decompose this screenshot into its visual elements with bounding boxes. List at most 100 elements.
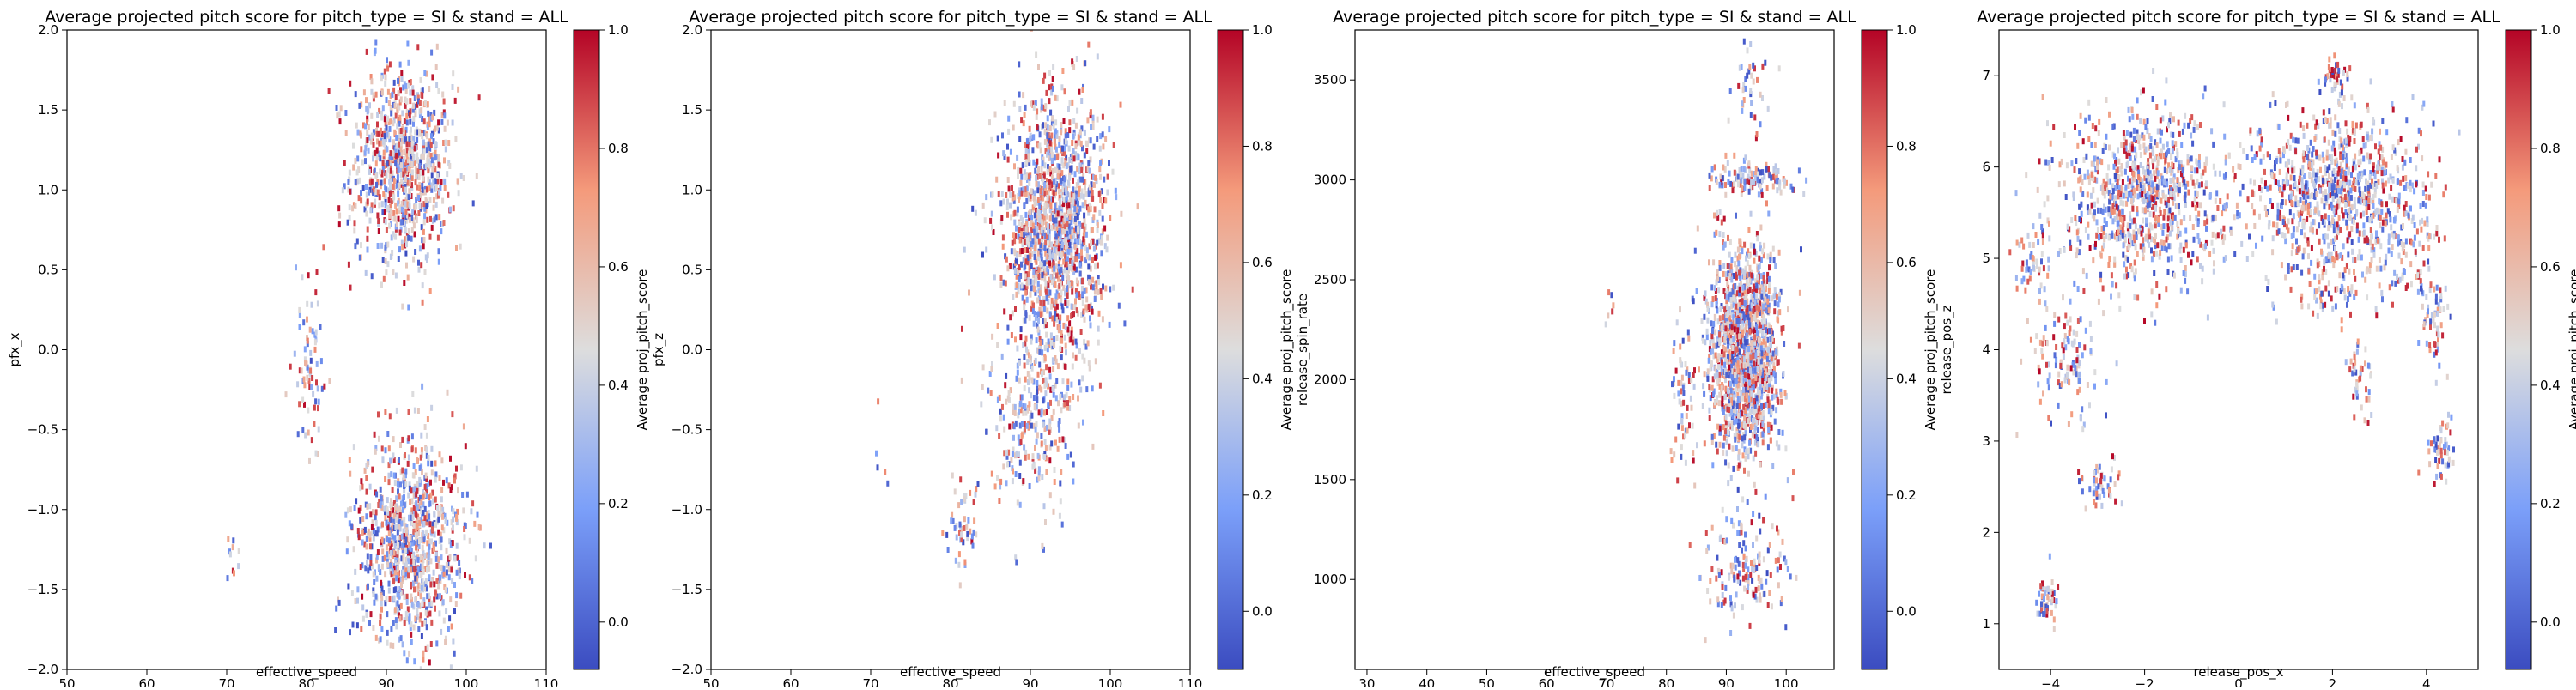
- heatmap-cell: [1059, 394, 1061, 400]
- heatmap-cell: [1055, 273, 1058, 279]
- heatmap-cell: [440, 487, 443, 493]
- heatmap-cell: [386, 551, 388, 557]
- heatmap-cell: [445, 146, 447, 152]
- heatmap-cell: [968, 290, 970, 296]
- heatmap-cell: [382, 160, 385, 166]
- heatmap-cell: [361, 160, 364, 166]
- heatmap-cell: [1712, 259, 1715, 265]
- heatmap-cell: [1708, 358, 1710, 364]
- heatmap-cell: [1040, 387, 1042, 393]
- heatmap-cell: [1033, 105, 1036, 111]
- heatmap-cell: [1717, 364, 1720, 370]
- heatmap-cell: [1047, 229, 1049, 235]
- heatmap-cell: [328, 88, 331, 94]
- heatmap-cell: [1059, 221, 1061, 227]
- heatmap-cell: [410, 535, 412, 541]
- heatmap-cell: [1060, 498, 1062, 504]
- heatmap-cell: [1710, 333, 1713, 339]
- heatmap-cell: [1716, 449, 1719, 455]
- heatmap-cell: [397, 600, 399, 606]
- heatmap-cell: [349, 81, 351, 87]
- heatmap-cell: [392, 151, 394, 157]
- x-tick-label: 70: [218, 676, 234, 687]
- heatmap-cell: [1023, 445, 1025, 451]
- heatmap-cell: [320, 358, 323, 364]
- heatmap-cell: [1067, 300, 1070, 306]
- heatmap-cell: [999, 282, 1002, 288]
- heatmap-cell: [410, 79, 412, 85]
- heatmap-cell: [1071, 100, 1073, 106]
- heatmap-cell: [359, 485, 361, 491]
- heatmap-cell: [406, 142, 409, 148]
- heatmap-cell: [1055, 378, 1058, 384]
- heatmap-cell: [1004, 382, 1006, 388]
- heatmap-cell: [1753, 258, 1755, 264]
- heatmap-cell: [443, 571, 446, 577]
- heatmap-cell: [402, 553, 404, 559]
- heatmap-cell: [1086, 117, 1089, 123]
- heatmap-cell: [400, 96, 403, 102]
- x-tick-label: 50: [702, 676, 719, 687]
- heatmap-cell: [428, 611, 431, 617]
- heatmap-cell: [1012, 435, 1015, 441]
- heatmap-cell: [1013, 163, 1016, 169]
- heatmap-cell: [346, 548, 349, 554]
- heatmap-cell: [440, 554, 443, 560]
- heatmap-cell: [1091, 257, 1094, 263]
- heatmap-cell: [397, 191, 399, 197]
- heatmap-cell: [378, 228, 380, 234]
- heatmap-cell: [1042, 300, 1045, 306]
- heatmap-cell: [1767, 396, 1770, 402]
- heatmap-cell: [1091, 385, 1094, 391]
- heatmap-cell: [380, 115, 383, 121]
- heatmap-cell: [440, 505, 442, 511]
- heatmap-cell: [1727, 429, 1729, 435]
- heatmap-cell: [1041, 371, 1043, 377]
- heatmap-cell: [1020, 231, 1023, 237]
- heatmap-cell: [1780, 399, 1783, 405]
- heatmap-cell: [1103, 177, 1105, 183]
- heatmap-cell: [430, 461, 433, 467]
- heatmap-cell: [973, 499, 975, 505]
- heatmap-cell: [403, 474, 405, 480]
- heatmap-cell: [1080, 167, 1083, 173]
- heatmap-cell: [1107, 174, 1109, 180]
- heatmap-cell: [237, 563, 240, 569]
- heatmap-cell: [369, 218, 372, 224]
- heatmap-cell: [322, 244, 325, 250]
- heatmap-cell: [963, 247, 966, 253]
- heatmap-cell: [1094, 263, 1097, 269]
- heatmap-cell: [338, 213, 341, 219]
- heatmap-cell: [415, 545, 417, 551]
- heatmap-cell: [404, 176, 407, 182]
- colorbar-tick-label: 0.0: [1252, 603, 1273, 619]
- heatmap-cell: [1098, 311, 1101, 317]
- heatmap-cell: [1039, 173, 1042, 179]
- heatmap-cell: [1025, 347, 1028, 353]
- heatmap-cell: [1709, 415, 1711, 421]
- heatmap-cell: [1072, 340, 1074, 346]
- heatmap-cell: [1081, 375, 1084, 381]
- heatmap-cell: [424, 424, 427, 430]
- heatmap-cell: [404, 548, 407, 554]
- heatmap-cell: [1097, 279, 1100, 285]
- heatmap-cell: [1036, 159, 1038, 165]
- heatmap-cell: [396, 183, 398, 189]
- heatmap-cell: [1007, 116, 1010, 122]
- heatmap-cell: [356, 598, 359, 604]
- heatmap-cell: [1037, 166, 1040, 172]
- heatmap-cell: [425, 254, 428, 260]
- heatmap-cell: [404, 481, 407, 487]
- heatmap-cell: [994, 483, 997, 489]
- heatmap-cell: [1039, 312, 1042, 318]
- heatmap-cell: [1064, 335, 1066, 341]
- heatmap-cell: [426, 217, 428, 223]
- heatmap-cell: [365, 270, 368, 276]
- heatmap-cell: [1022, 92, 1024, 98]
- heatmap-cell: [1046, 132, 1048, 138]
- heatmap-cell: [1074, 216, 1077, 222]
- heatmap-cell: [437, 154, 440, 160]
- heatmap-cell: [986, 429, 988, 435]
- heatmap-cell: [1025, 160, 1028, 166]
- heatmap-cell: [422, 601, 424, 607]
